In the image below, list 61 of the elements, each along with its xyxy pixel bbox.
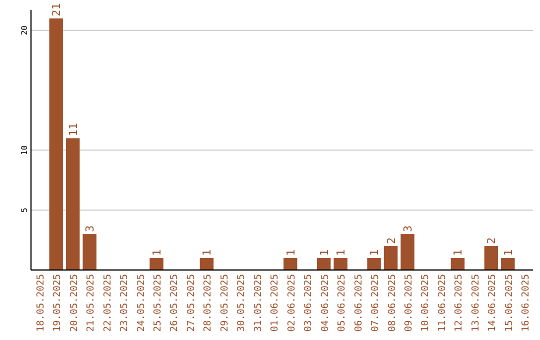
x-tick-label: 28.05.2025	[202, 274, 214, 332]
x-tick-label: 11.06.2025	[436, 274, 448, 332]
x-tick-label: 12.06.2025	[454, 274, 465, 332]
data-label: 1	[334, 249, 348, 256]
x-tick-label: 23.05.2025	[119, 274, 130, 332]
bar	[334, 258, 348, 270]
x-tick-label: 03.06.2025	[303, 274, 314, 332]
x-tick-label: 25.05.2025	[152, 274, 164, 332]
bar	[66, 138, 80, 270]
x-tick-label: 07.06.2025	[370, 274, 382, 332]
bar	[400, 234, 414, 270]
data-label: 21	[50, 3, 64, 16]
x-tick-label: 22.05.2025	[102, 274, 114, 332]
bar	[367, 258, 381, 270]
bar	[384, 246, 398, 270]
bar	[150, 258, 164, 270]
data-label: 2	[384, 237, 398, 244]
y-tick-label: 10	[20, 145, 29, 156]
x-tick-label: 02.06.2025	[286, 274, 298, 332]
x-tick-label: 20.05.2025	[68, 274, 80, 332]
bar	[200, 258, 214, 270]
x-tick-label: 09.06.2025	[404, 274, 414, 332]
x-tick-label: 29.05.2025	[219, 274, 230, 332]
data-label: 1	[452, 249, 465, 256]
data-label: 11	[66, 122, 80, 136]
x-tick-label: 01.06.2025	[270, 274, 281, 332]
data-label: 3	[84, 225, 97, 232]
data-label: 3	[402, 225, 414, 232]
data-label: 1	[200, 249, 214, 256]
x-tick-label: 13.06.2025	[470, 274, 482, 332]
x-tick-label: 30.05.2025	[236, 274, 248, 332]
x-tick-label: 18.05.2025	[35, 274, 46, 332]
x-tick-label: 27.05.2025	[186, 274, 197, 332]
bar	[501, 258, 515, 270]
x-tick-label: 14.06.2025	[487, 274, 498, 332]
y-tick-label: 20	[20, 25, 29, 36]
data-label: 1	[318, 249, 331, 256]
x-tick-label: 31.05.2025	[252, 274, 264, 332]
x-tick-label: 26.05.2025	[169, 274, 180, 332]
x-tick-label: 16.06.2025	[520, 274, 532, 332]
data-label: 1	[368, 249, 382, 256]
bar	[49, 18, 63, 270]
x-tick-label: 06.06.2025	[353, 274, 364, 332]
x-tick-label: 08.06.2025	[386, 274, 398, 332]
x-tick-label: 21.05.2025	[86, 274, 97, 332]
x-tick-label: 04.06.2025	[320, 274, 331, 332]
bar	[484, 246, 498, 270]
data-label: 1	[502, 249, 515, 256]
x-tick-label: 05.06.2025	[336, 274, 348, 332]
x-tick-label: 15.06.2025	[504, 274, 515, 332]
data-label: 1	[284, 249, 298, 256]
data-label: 2	[485, 237, 498, 244]
bar	[82, 234, 96, 270]
x-tick-label: 10.06.2025	[420, 274, 432, 332]
bar	[316, 258, 331, 270]
x-tick-label: 19.05.2025	[52, 274, 64, 332]
bar	[284, 258, 298, 270]
data-label: 1	[150, 249, 164, 256]
x-tick-label: 24.05.2025	[136, 274, 147, 332]
bar	[450, 258, 465, 270]
y-tick-label: 5	[20, 208, 29, 213]
